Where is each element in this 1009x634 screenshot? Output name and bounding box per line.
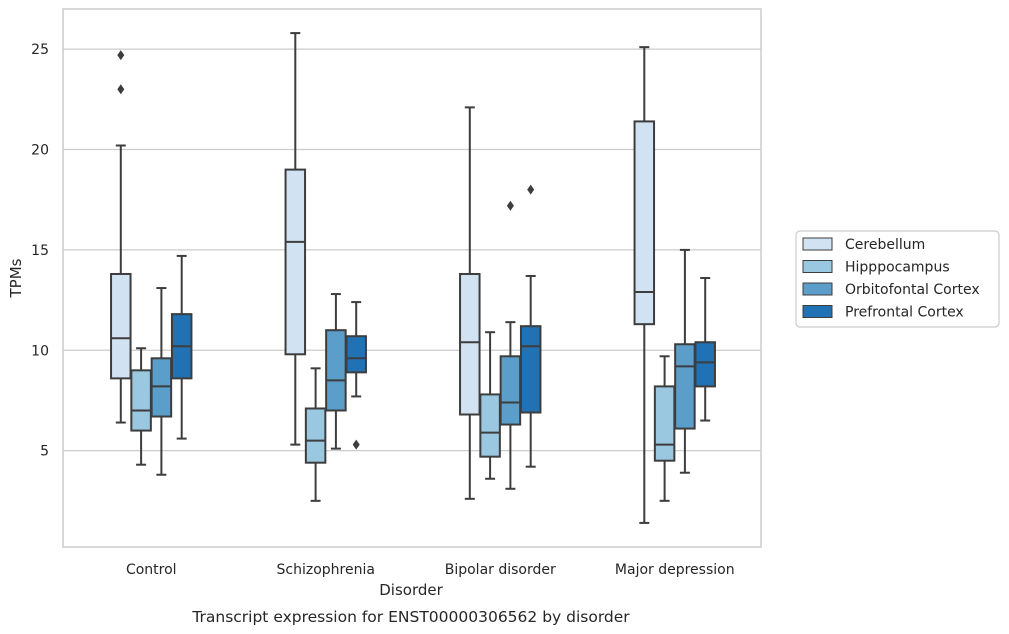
box-body (519, 325, 542, 414)
box-body (150, 357, 173, 418)
x-axis-ticks: Control Schizophrenia Bipolar disorder Majo… (126, 562, 735, 578)
chart-caption: Transcript expression for ENST0000030656… (191, 608, 630, 626)
y-axis-ticks: 5 10 15 20 25 (31, 42, 49, 459)
box-body (284, 168, 307, 356)
box-orbitofontal-cortex (674, 248, 696, 474)
box-prefrontal-cortex (345, 301, 367, 450)
box-body (325, 329, 347, 412)
x-axis-label: Disorder (379, 581, 443, 599)
y-tick-label: 10 (31, 343, 49, 359)
legend: Cerebellum Hipppocampus Orbitofontal Corte… (795, 230, 1000, 328)
legend-swatch (802, 237, 833, 251)
legend-swatch (802, 305, 833, 318)
box-prefrontal-cortex (519, 184, 542, 468)
legend-entry: Orbitofontal Cortex (845, 282, 980, 298)
box-body (633, 120, 656, 326)
legend-entry: Prefrontal Cortex (845, 305, 964, 321)
box-prefrontal-cortex (694, 277, 716, 422)
box-body (459, 272, 481, 416)
box-cerebellum (633, 46, 656, 524)
y-tick-label: 5 (40, 444, 49, 460)
legend-swatch (802, 260, 833, 273)
box-body (110, 272, 132, 380)
box-cerebellum (459, 106, 481, 500)
outlier-point (117, 50, 125, 61)
box-hipppocampus (130, 347, 152, 466)
box-hipppocampus (479, 331, 501, 480)
legend-entry: Hipppocampus (845, 260, 950, 276)
box-hipppocampus (653, 355, 676, 502)
x-tick-label: Bipolar disorder (445, 562, 556, 578)
box-body (499, 355, 522, 426)
box-orbitofontal-cortex (325, 293, 347, 450)
outlier-point (506, 200, 514, 211)
box-hipppocampus (304, 367, 327, 502)
y-tick-label: 15 (31, 243, 49, 259)
y-tick-label: 25 (31, 42, 49, 58)
x-tick-label: Schizophrenia (277, 562, 375, 578)
legend-frame (795, 230, 1000, 328)
box-orbitofontal-cortex (150, 287, 173, 476)
box-body (674, 343, 696, 430)
box-body (479, 393, 501, 458)
y-axis-label: TPMs (7, 258, 25, 298)
legend-swatch (802, 282, 833, 296)
box-prefrontal-cortex (170, 254, 193, 440)
x-tick-label: Major depression (615, 562, 735, 578)
outlier-point (527, 184, 535, 195)
box-cerebellum (284, 32, 307, 446)
box-body (694, 341, 716, 388)
plot-frame (62, 8, 762, 548)
box-body (653, 385, 676, 462)
box-orbitofontal-cortex (499, 200, 522, 490)
outlier-point (352, 439, 360, 450)
box-plot-series (110, 32, 716, 524)
box-body (345, 335, 367, 374)
x-tick-label: Control (126, 562, 177, 578)
box-body (304, 407, 327, 464)
outlier-point (117, 84, 125, 95)
box-cerebellum (110, 50, 132, 424)
legend-entry: Cerebellum (845, 237, 925, 253)
y-tick-label: 20 (31, 143, 49, 159)
box-body (130, 369, 152, 432)
